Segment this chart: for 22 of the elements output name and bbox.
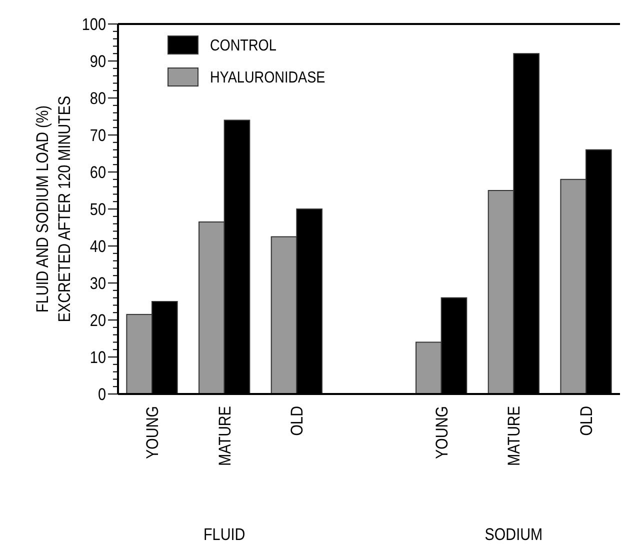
text: FLUID <box>203 526 246 544</box>
x-tick-label: OLD <box>288 406 307 436</box>
y-tick-label: 60 <box>90 164 106 182</box>
y-axis-title: FLUID AND SODIUM LOAD (%) EXCRETED AFTER 120 MINUTES <box>34 96 74 322</box>
y-tick-label: 80 <box>90 90 106 108</box>
y-tick-label: 30 <box>90 274 106 294</box>
x-tick-label: MATURE <box>216 406 235 466</box>
y-tick-label: 0 <box>98 386 106 404</box>
legend-label: HYALURONIDASE <box>210 70 326 87</box>
y-tick-label: 40 <box>90 238 106 256</box>
y-tick-label: 90 <box>90 52 106 72</box>
y-tick-label: 50 <box>90 200 106 220</box>
legend-label: CONTROL <box>210 38 276 55</box>
y-tick-label: 20 <box>90 312 106 330</box>
x-tick-label: YOUNG <box>144 406 162 459</box>
y-tick-label: 70 <box>90 126 106 146</box>
x-tick-label: OLD <box>578 406 596 436</box>
x-tick-label: YOUNG <box>433 406 452 459</box>
y-tick-label: 100 <box>82 16 106 34</box>
y-tick-label: 10 <box>90 348 106 368</box>
x-tick-label: MATURE <box>506 406 524 466</box>
text: SODIUM <box>484 526 543 544</box>
